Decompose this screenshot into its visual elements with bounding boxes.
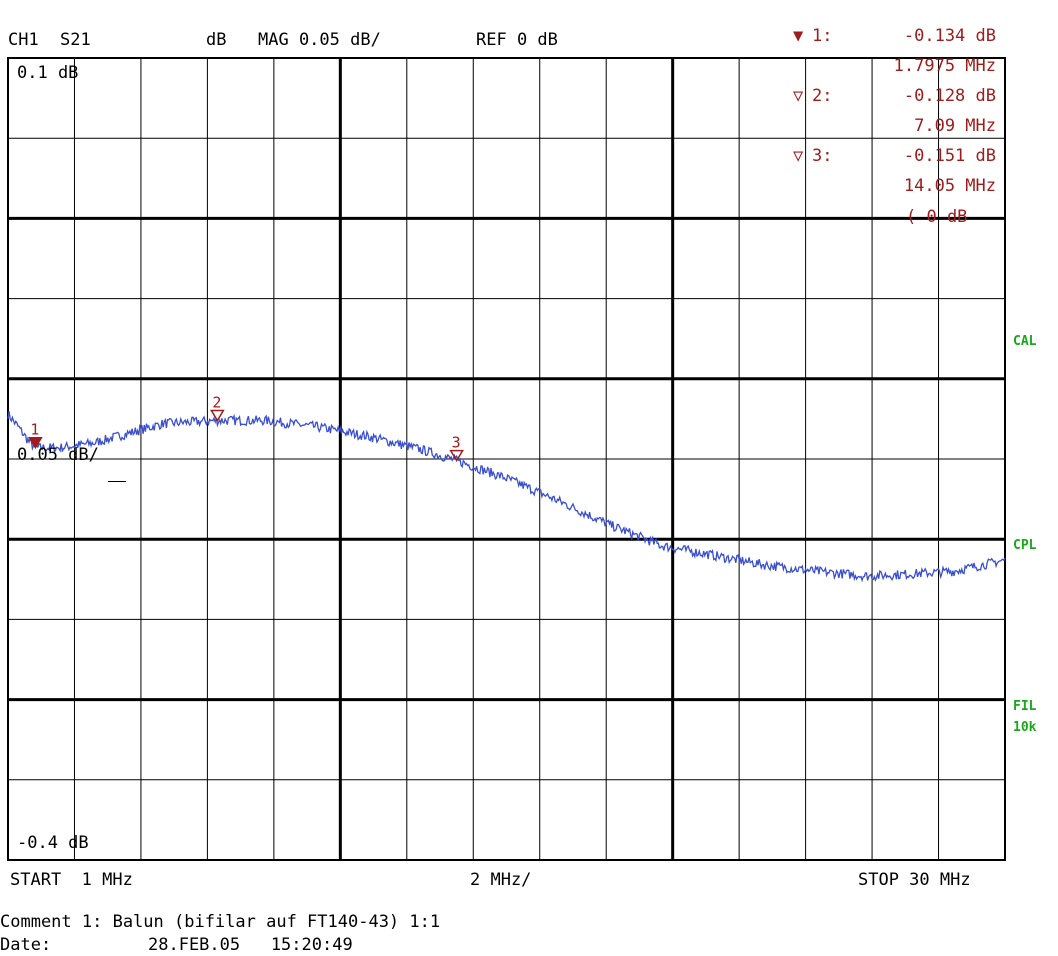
marker-2-id: 2: <box>812 86 833 106</box>
comment-line: Comment 1: Balun (bifilar auf FT140-43) … <box>0 912 441 932</box>
marker-2-icon <box>210 409 225 422</box>
y-tick-ref: 0.05 dB/ <box>17 445 99 465</box>
date-value: 28.FEB.05 15:20:49 <box>148 935 353 955</box>
marker-1-icon <box>28 436 43 450</box>
marker-2-readout-icon: ▽ <box>793 86 804 106</box>
marker-2-value: -0.128 dB <box>903 86 996 106</box>
marker-2-freq: 7.09 MHz <box>914 116 996 136</box>
scale-label: MAG 0.05 dB/ <box>258 30 381 50</box>
marker-3-id: 3: <box>812 146 833 166</box>
channel-label: CH1 <box>8 30 39 50</box>
marker-1-readout-icon: ▼ <box>793 26 804 46</box>
fil-label: FIL <box>1013 699 1037 714</box>
marker-2-label: 2 <box>212 394 221 412</box>
marker-3-label: 3 <box>452 434 461 452</box>
marker-3-readout-icon: ▽ <box>793 146 804 166</box>
marker-1-freq: 1.7975 MHz <box>893 56 996 76</box>
cal-label: CAL <box>1013 334 1037 349</box>
marker-3-freq: 14.05 MHz <box>903 176 996 196</box>
marker-extra: ( 0 dB <box>906 207 968 227</box>
format-label: dB <box>206 30 227 50</box>
y-tick-top: 0.1 dB <box>17 63 79 83</box>
fil-bandwidth-label: 10k <box>1013 720 1037 735</box>
y-tick-bottom: -0.4 dB <box>17 833 89 853</box>
cpl-label: CPL <box>1013 538 1037 553</box>
ref-label: REF 0 dB <box>476 30 558 50</box>
parameter-label: S21 <box>60 30 91 50</box>
date-label: Date: <box>0 935 52 955</box>
marker-1-label: 1 <box>30 421 39 439</box>
stop-frequency: STOP 30 MHz <box>858 870 971 890</box>
marker-1-id: 1: <box>812 26 833 46</box>
start-frequency: START 1 MHz <box>10 870 133 890</box>
trace-line <box>7 411 1006 583</box>
frequency-division: 2 MHz/ <box>470 870 532 890</box>
marker-1-value: -0.134 dB <box>903 26 996 46</box>
marker-3-icon <box>449 449 464 463</box>
marker-3-value: -0.151 dB <box>903 146 996 166</box>
